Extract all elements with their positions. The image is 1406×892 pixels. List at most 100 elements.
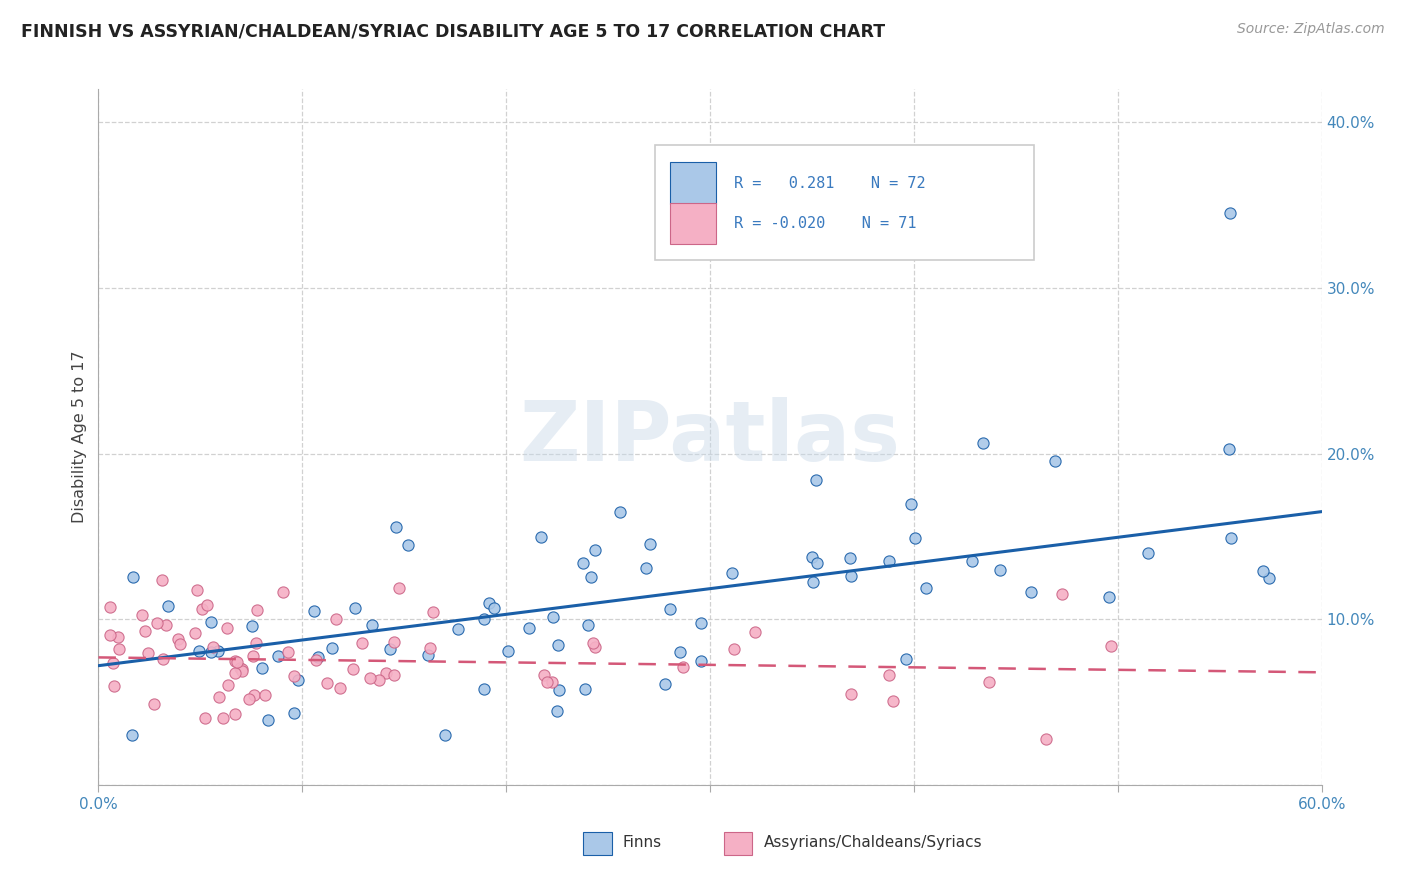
Point — [1219, 206, 1241, 220]
Point — [107, 642, 129, 657]
Point — [368, 673, 391, 688]
Point — [672, 659, 695, 673]
Point — [307, 650, 329, 665]
Point — [388, 581, 411, 595]
Text: FINNISH VS ASSYRIAN/CHALDEAN/SYRIAC DISABILITY AGE 5 TO 17 CORRELATION CHART: FINNISH VS ASSYRIAN/CHALDEAN/SYRIAC DISA… — [21, 22, 886, 40]
Point — [304, 653, 326, 667]
Point — [419, 641, 441, 656]
Point — [977, 675, 1000, 690]
Point — [316, 675, 339, 690]
Point — [839, 687, 862, 701]
Point — [200, 644, 222, 658]
Point — [157, 599, 180, 614]
Point — [242, 688, 264, 702]
Point — [134, 624, 156, 638]
Point — [536, 675, 558, 690]
Point — [422, 605, 444, 619]
Point — [583, 640, 606, 654]
Point — [658, 602, 681, 616]
Point — [361, 618, 384, 632]
Point — [152, 652, 174, 666]
Text: ZIPatlas: ZIPatlas — [520, 397, 900, 477]
Point — [146, 616, 169, 631]
Point — [894, 651, 917, 665]
Point — [167, 632, 190, 646]
Point — [1099, 640, 1122, 654]
Point — [574, 682, 596, 697]
Point — [583, 542, 606, 557]
Point — [186, 582, 208, 597]
Bar — [669, 202, 716, 244]
Point — [801, 575, 824, 590]
Point — [143, 697, 166, 711]
Bar — [669, 162, 716, 204]
Point — [547, 682, 569, 697]
Point — [634, 561, 657, 575]
Point — [378, 642, 401, 657]
Point — [541, 610, 564, 624]
Point — [654, 677, 676, 691]
Point — [283, 706, 305, 720]
Point — [240, 619, 263, 633]
Point — [519, 621, 541, 635]
Point — [1220, 531, 1243, 545]
Point — [242, 648, 264, 663]
Point — [877, 554, 900, 568]
Point — [131, 607, 153, 622]
Point — [325, 612, 347, 626]
Point — [208, 690, 231, 704]
Text: R =   0.281    N = 72: R = 0.281 N = 72 — [734, 176, 927, 191]
Point — [882, 694, 904, 708]
Point — [384, 520, 406, 534]
Point — [915, 581, 938, 595]
Point — [224, 665, 246, 680]
Text: R = -0.020    N = 71: R = -0.020 N = 71 — [734, 216, 917, 231]
Point — [1045, 453, 1067, 467]
Point — [250, 661, 273, 675]
Point — [277, 645, 299, 659]
Point — [211, 711, 233, 725]
Point — [224, 707, 246, 722]
Point — [1218, 442, 1240, 456]
Point — [547, 638, 569, 652]
Point — [496, 644, 519, 658]
Point — [245, 636, 267, 650]
Point — [121, 570, 143, 584]
Point — [579, 570, 602, 584]
Point — [416, 648, 439, 663]
Point — [382, 668, 405, 682]
Point — [879, 667, 901, 681]
Point — [98, 599, 121, 614]
Point — [121, 728, 143, 742]
Point — [283, 669, 305, 683]
Point — [472, 682, 495, 697]
Point — [103, 656, 125, 670]
Point — [482, 601, 505, 615]
Point — [669, 645, 692, 659]
Point — [225, 655, 247, 669]
Point — [195, 598, 218, 612]
Point — [228, 661, 250, 675]
Point — [990, 563, 1012, 577]
Point — [478, 596, 501, 610]
Point — [801, 549, 824, 564]
Point — [271, 585, 294, 599]
Point — [530, 530, 553, 544]
Point — [720, 566, 742, 580]
Point — [839, 568, 862, 582]
Point — [447, 622, 470, 636]
Point — [472, 612, 495, 626]
Point — [266, 649, 288, 664]
Point — [231, 662, 253, 676]
Point — [804, 473, 827, 487]
Point — [169, 637, 191, 651]
Point — [194, 711, 217, 725]
Point — [246, 603, 269, 617]
Point — [582, 636, 605, 650]
Point — [107, 630, 129, 644]
Point — [540, 674, 562, 689]
Point — [287, 673, 309, 687]
Text: Assyrians/Chaldeans/Syriacs: Assyrians/Chaldeans/Syriacs — [763, 836, 981, 850]
Point — [200, 615, 222, 629]
Point — [155, 618, 177, 632]
